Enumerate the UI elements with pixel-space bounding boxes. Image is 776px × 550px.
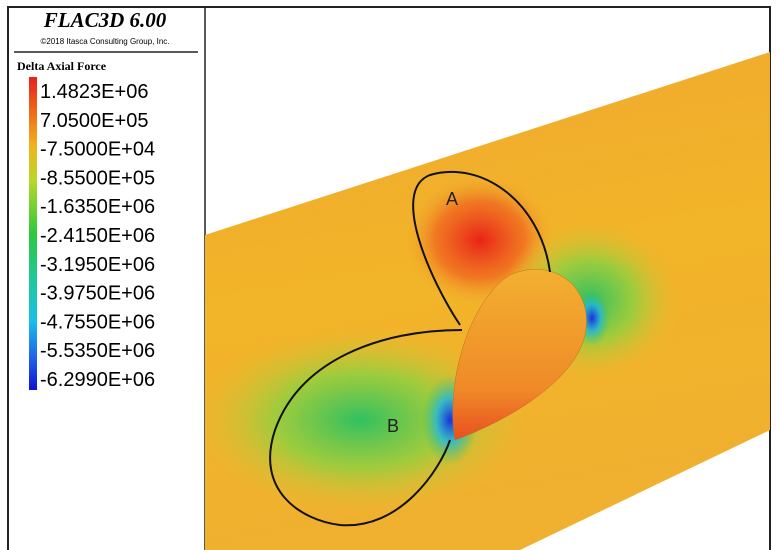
legend-labels: 1.4823E+06 7.0500E+05 -7.5000E+04 -8.5500E+… — [40, 81, 155, 391]
model-render: A B — [190, 52, 770, 550]
legend-label: -1.6350E+06 — [40, 196, 155, 218]
legend-title: Delta Axial Force — [17, 59, 107, 73]
legend-label: 1.4823E+06 — [40, 81, 148, 103]
page: A B FLAC3D 6.00 ©2018 Itasca Consulting … — [0, 0, 776, 550]
app-title: FLAC3D 6.00 — [43, 8, 167, 32]
legend-label: -3.9750E+06 — [40, 283, 155, 305]
flac3d-view: A B FLAC3D 6.00 ©2018 Itasca Consulting … — [0, 0, 776, 550]
legend-label: -8.5500E+05 — [40, 167, 155, 189]
color-bar — [29, 77, 37, 390]
legend-label: -6.2990E+06 — [40, 369, 155, 391]
legend-label: -4.7550E+06 — [40, 311, 155, 333]
copyright: ©2018 Itasca Consulting Group, Inc. — [40, 37, 169, 46]
legend-label: -3.1950E+06 — [40, 254, 155, 276]
legend-label: -2.4150E+06 — [40, 225, 155, 247]
annotation: A — [446, 189, 458, 209]
annotation: B — [387, 416, 399, 436]
legend-label: -5.5350E+06 — [40, 340, 155, 362]
legend-label: 7.0500E+05 — [40, 110, 148, 132]
legend-label: -7.5000E+04 — [40, 139, 155, 161]
